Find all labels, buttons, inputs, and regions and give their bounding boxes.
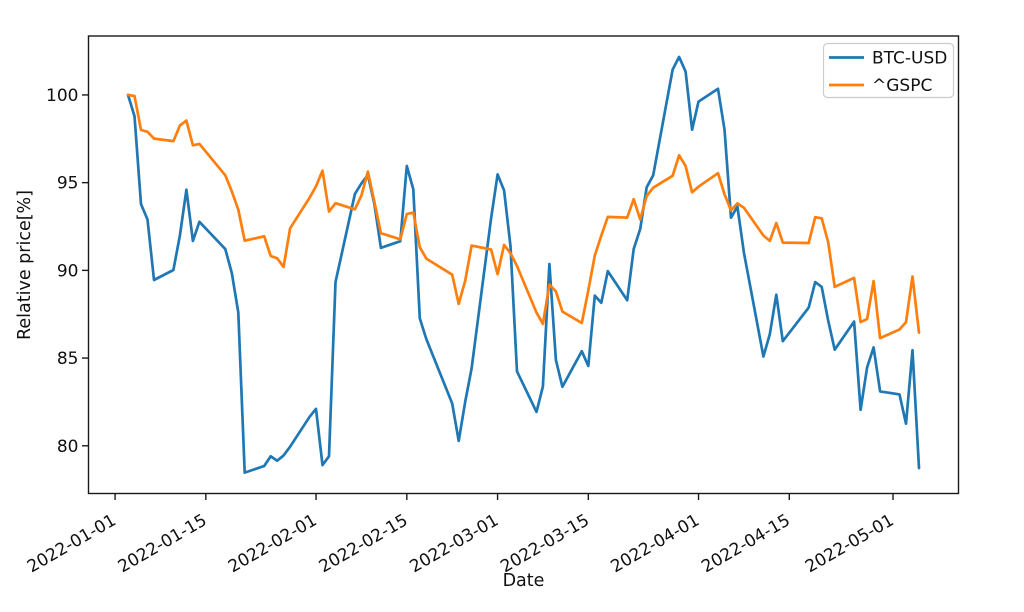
y-tick-label: 90 (57, 261, 79, 281)
y-tick-label: 80 (57, 437, 79, 457)
x-axis-label: Date (503, 571, 545, 591)
plot-area (87, 35, 960, 495)
x-tick-label: 2022-03-01 (407, 511, 503, 578)
x-tick-label: 2022-02-01 (225, 511, 321, 578)
y-tick-label: 95 (57, 174, 79, 194)
x-tick-label: 2022-04-01 (607, 511, 703, 578)
legend: BTC-USD ^GSPC (822, 42, 955, 99)
series-lines (126, 55, 921, 474)
legend-label-btc-usd: BTC-USD (872, 49, 947, 69)
x-tick-label: 2022-03-15 (497, 511, 593, 578)
x-tick-label: 2022-01-15 (115, 511, 211, 578)
legend-label-gspc: ^GSPC (872, 76, 932, 96)
x-tick-label: 2022-01-01 (24, 511, 120, 578)
gspc-line (126, 93, 921, 340)
x-tick-label: 2022-04-15 (698, 511, 794, 578)
x-tick-label: 2022-02-15 (316, 511, 412, 578)
y-tick-label: 85 (57, 349, 79, 369)
y-axis-label: Relative price[%] (15, 190, 35, 340)
btc-usd-line (126, 55, 921, 474)
x-tick-label: 2022-05-01 (802, 511, 898, 578)
y-axis-ticks: 80 85 90 95 100 (46, 86, 89, 457)
y-tick-label: 100 (46, 86, 78, 106)
